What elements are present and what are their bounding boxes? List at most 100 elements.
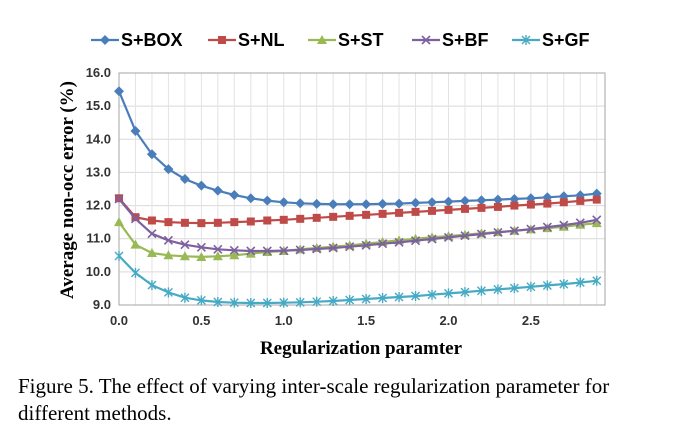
data-point-s-nl (312, 213, 321, 222)
series-line-s-bf (118, 198, 597, 253)
data-point-s-bf (460, 231, 470, 241)
legend-label-s-box: S+BOX (121, 30, 183, 50)
legend: S+BOX S+NL S+ST S+BF S+GF (91, 30, 590, 50)
data-point-s-gf (575, 277, 585, 288)
series (114, 86, 602, 309)
legend-marker-s-gf (521, 35, 531, 45)
x-tick-label: 2.0 (439, 313, 457, 328)
data-point-s-st (229, 250, 240, 260)
data-point-s-nl (213, 218, 222, 227)
data-point-s-gf (427, 289, 437, 300)
data-point-s-st (196, 251, 207, 261)
data-point-s-nl (576, 196, 585, 205)
data-point-s-bf (394, 237, 404, 247)
data-point-s-bf (476, 229, 487, 239)
legend-label-s-nl: S+NL (238, 30, 285, 50)
data-point-s-bf (427, 234, 437, 244)
data-point-s-nl (543, 199, 552, 208)
data-point-s-gf (130, 267, 140, 278)
legend-marker-s-st (317, 35, 327, 44)
data-point-s-bf (163, 235, 173, 245)
x-tick-label: 1.0 (275, 313, 293, 328)
data-point-s-bf (542, 222, 552, 232)
data-point-s-gf (476, 285, 486, 296)
axes: Regularization paramter Average non-occ … (57, 65, 606, 359)
data-point-s-bf (262, 246, 272, 256)
series-s-gf (114, 250, 602, 309)
data-point-s-gf (229, 297, 239, 308)
data-point-s-nl (460, 204, 469, 213)
legend-label-s-st: S+ST (338, 30, 384, 50)
data-point-s-box (377, 198, 388, 209)
data-point-s-bf (312, 244, 322, 254)
data-point-s-box (427, 197, 438, 208)
legend-item-s-bf: S+BF (412, 30, 489, 50)
data-point-s-box (459, 195, 470, 206)
data-point-s-st (212, 251, 223, 261)
data-point-s-bf (575, 218, 585, 228)
data-point-s-gf (378, 293, 388, 304)
legend-label-s-bf: S+BF (442, 30, 489, 50)
data-point-s-nl (428, 206, 437, 215)
data-point-s-st (114, 217, 124, 227)
data-point-s-nl (395, 208, 404, 217)
data-point-s-gf (180, 292, 190, 303)
data-point-s-gf (262, 298, 272, 309)
series-line-s-box (117, 90, 597, 206)
data-point-s-nl (147, 216, 156, 225)
y-tick-label: 16.0 (86, 65, 111, 80)
legend-marker-s-nl (218, 36, 226, 44)
figure-caption: Figure 5. The effect of varying inter-sc… (18, 374, 610, 425)
data-point-s-bf (592, 215, 602, 225)
data-point-s-bf (509, 226, 519, 236)
data-point-s-bf (328, 243, 338, 253)
data-point-s-box (278, 197, 289, 208)
data-point-s-nl (197, 219, 206, 228)
data-point-s-box (443, 196, 454, 207)
data-point-s-bf (361, 240, 371, 250)
data-point-s-nl (559, 198, 568, 207)
data-point-s-gf (526, 281, 536, 292)
plot-border (118, 72, 606, 306)
data-point-s-nl (510, 201, 519, 210)
data-point-s-nl (263, 216, 272, 225)
data-point-s-bf (213, 244, 223, 254)
data-point-s-box (245, 193, 256, 204)
data-point-s-box (212, 185, 223, 196)
legend-marker-s-bf (421, 35, 431, 45)
data-point-s-st (575, 219, 586, 229)
y-tick-label: 14.0 (86, 131, 111, 146)
data-point-s-box (410, 197, 421, 208)
data-point-s-box (130, 126, 141, 136)
data-point-s-bf (246, 246, 256, 256)
data-point-s-box (311, 198, 322, 209)
data-point-s-nl (444, 205, 453, 214)
data-point-s-box (344, 199, 355, 210)
series-s-bf (114, 194, 602, 256)
data-point-s-box (295, 198, 306, 209)
data-point-s-gf (279, 297, 289, 308)
y-tick-label: 12.0 (86, 198, 111, 213)
data-point-s-bf (443, 232, 454, 242)
data-point-s-gf (147, 280, 157, 291)
data-point-s-gf (509, 283, 519, 294)
legend-item-s-box: S+BOX (91, 30, 183, 50)
data-point-s-gf (411, 291, 421, 302)
data-point-s-gf (196, 295, 206, 306)
data-point-s-bf (559, 220, 569, 230)
data-point-s-nl (345, 211, 354, 220)
data-point-s-nl (164, 218, 173, 227)
y-tick-label: 9.0 (93, 297, 111, 312)
data-point-s-gf (246, 298, 256, 309)
data-point-s-gf (163, 287, 173, 298)
data-point-s-gf (443, 288, 453, 299)
legend-marker-s-box (100, 35, 110, 45)
data-point-s-bf (493, 227, 503, 237)
y-tick-label: 10.0 (86, 264, 111, 279)
series-line-s-st (118, 221, 597, 259)
x-axis-label: Regularization paramter (260, 338, 463, 359)
legend-item-s-st: S+ST (308, 30, 384, 50)
data-point-s-nl (246, 217, 255, 226)
data-point-s-box (146, 149, 157, 160)
data-point-s-st (163, 250, 174, 260)
